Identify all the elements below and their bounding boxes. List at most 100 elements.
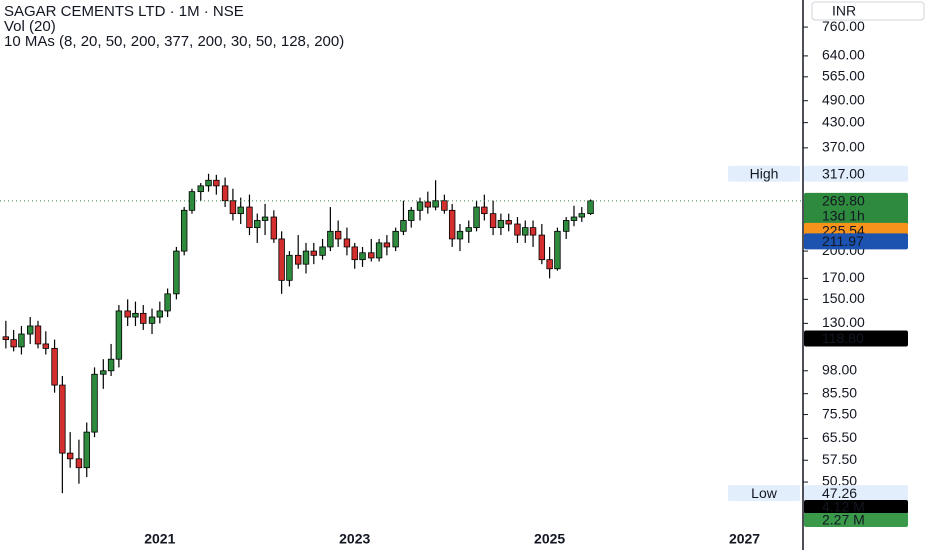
candle-body: [10, 339, 17, 348]
candle-body: [197, 185, 204, 193]
candle-body: [481, 206, 488, 215]
x-tick-label: 2023: [339, 531, 370, 547]
candle-body: [432, 200, 439, 208]
y-tick-label: 370.00: [822, 139, 865, 155]
candle-body: [400, 220, 407, 232]
price-badge: [804, 330, 908, 347]
volume-badge-label: 2.27 M: [822, 512, 865, 528]
candle-body: [237, 206, 244, 215]
candle-body: [278, 238, 285, 281]
candle-body: [164, 293, 171, 312]
price-badge: [804, 233, 908, 250]
candle-body: [546, 259, 553, 270]
candle-body: [497, 220, 505, 229]
candle-body: [156, 310, 164, 318]
x-tick-label: 2025: [534, 531, 565, 547]
price-badge-label: 269.80: [822, 193, 865, 209]
candle-body: [246, 206, 253, 229]
candle-body: [66, 452, 74, 460]
candle-body: [124, 310, 131, 318]
candle-body: [334, 230, 342, 240]
candle-body: [270, 216, 278, 240]
price-badge-label: 317.00: [822, 165, 865, 181]
price-badge-name: Low: [751, 485, 778, 501]
candle-body: [424, 201, 432, 208]
candle-body: [42, 343, 50, 349]
candle-body: [416, 201, 424, 211]
candle-body: [221, 185, 229, 202]
candle-body: [205, 179, 212, 187]
candle-body: [489, 213, 497, 229]
candle-body: [343, 238, 351, 248]
candle-body: [180, 209, 188, 252]
y-tick-label: 75.50: [822, 405, 857, 421]
candle-body: [91, 373, 98, 433]
candle-body: [578, 213, 585, 218]
price-badge-name-bg: [728, 485, 800, 502]
volume-legend: Vol (20): [4, 18, 56, 35]
candle-body: [473, 206, 480, 229]
price-badge-name-bg: [728, 165, 800, 182]
candle-body: [375, 242, 383, 259]
candle-body: [254, 220, 261, 229]
candle-body: [295, 254, 302, 265]
candle-body: [456, 230, 464, 240]
price-badge: [804, 165, 908, 182]
candle-body: [229, 200, 237, 215]
price-badge-label: 211.97: [822, 233, 864, 249]
currency[interactable]: INR: [832, 3, 856, 19]
candle-body: [554, 230, 561, 270]
candle-body: [302, 250, 310, 265]
candle-body: [570, 216, 578, 221]
price-badge-label: 118.80: [822, 330, 864, 346]
price-badge-name: High: [750, 165, 779, 181]
candle-body: [140, 312, 147, 324]
x-tick-label: 2027: [729, 531, 760, 547]
candle-body: [261, 216, 269, 221]
candle-body: [529, 227, 537, 236]
candle-body: [522, 227, 529, 236]
y-tick-label: 65.50: [822, 429, 857, 445]
candle-body: [83, 431, 90, 469]
x-tick-label: 2021: [144, 531, 175, 547]
candle-body: [587, 200, 594, 215]
candle-body: [148, 316, 156, 324]
y-tick-label: 760.00: [822, 18, 865, 34]
ma-legend: 10 MAs (8, 20, 50, 200, 377, 200, 30, 50…: [4, 33, 344, 50]
candle-body: [351, 246, 358, 261]
candle-body: [441, 200, 448, 211]
candle-body: [34, 325, 42, 345]
candle-body: [75, 458, 83, 469]
price-badge-label: 47.26: [822, 485, 857, 501]
chart-title: SAGAR CEMENTS LTD · 1M · NSE: [4, 3, 244, 20]
candle-body: [368, 252, 375, 259]
y-tick-label: 85.50: [822, 384, 857, 400]
candle-body: [562, 220, 570, 232]
candle-body: [310, 250, 317, 256]
currency-button[interactable]: [811, 1, 925, 21]
candle-body: [188, 191, 196, 211]
candle-body: [448, 209, 456, 240]
candle-body: [107, 358, 115, 372]
candle-body: [359, 252, 366, 261]
y-tick-label: 565.00: [822, 68, 865, 84]
candle-body: [392, 230, 399, 248]
y-tick-label: 50.50: [822, 473, 857, 489]
plot-area: [0, 173, 803, 494]
candle-body: [18, 333, 25, 348]
candle-body: [213, 179, 220, 187]
candle-body: [465, 227, 472, 232]
price-badge: [804, 192, 908, 225]
countdown: 13d 1h: [822, 208, 865, 224]
candle-body: [132, 312, 139, 318]
candle-body: [383, 242, 391, 248]
y-tick-label: 150.00: [822, 290, 865, 306]
y-tick-label: 57.50: [822, 451, 857, 467]
volume-badge: [804, 500, 908, 514]
candle-body: [115, 310, 123, 360]
y-tick-label: 130.00: [822, 314, 865, 330]
candle-body: [327, 230, 334, 248]
